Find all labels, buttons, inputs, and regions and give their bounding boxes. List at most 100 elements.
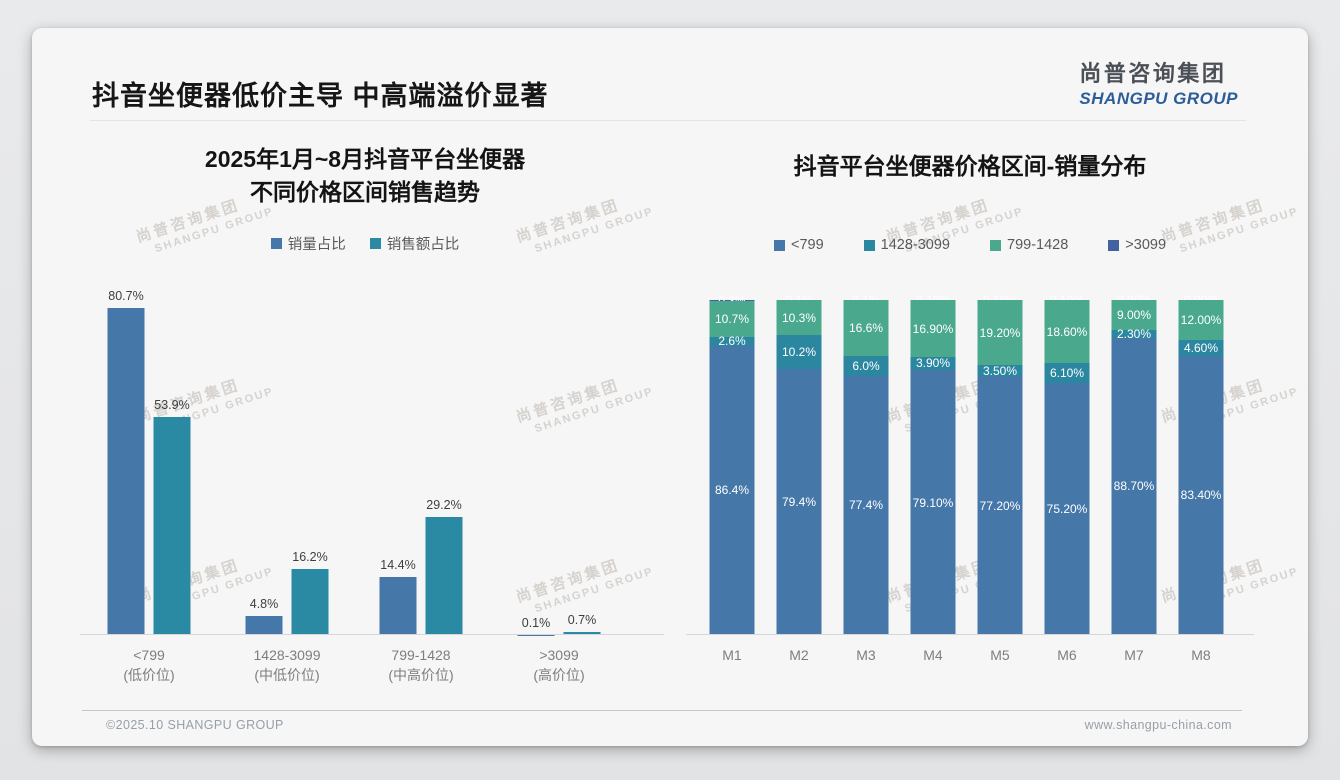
category-price-range: >3099	[539, 647, 579, 663]
report-slide: 尚普咨询集团 SHANGPU GROUP 尚普咨询集团 SHANGPU GROUP 尚普…	[32, 28, 1308, 746]
bar-group: 4.8% 16.2%	[245, 550, 329, 635]
left-chart-category-axis: <799 (低价位) 1428-3099 (中低价位) 799-1428 (中高价位) >3…	[94, 645, 650, 691]
segment-<799: 75.20%	[1044, 383, 1090, 635]
stacked-bar: 0.3%10.7%2.6%86.4%	[709, 294, 755, 635]
right-chart-category-axis: M1 M2 M3 M4 M5 M6 M7 M8	[700, 645, 1240, 675]
right-legend-item: 799-1428	[990, 237, 1068, 253]
month-label: M4	[923, 647, 943, 663]
right-legend-item: 1428-3099	[863, 237, 950, 253]
segment-<799: 79.10%	[910, 370, 956, 635]
segment-1428-3099: 6.10%	[1044, 362, 1090, 384]
segment-<799: 86.4%	[709, 345, 755, 635]
month-label: M1	[722, 647, 742, 663]
segment-value-label: 9.00%	[1116, 308, 1152, 323]
month-label: M8	[1191, 647, 1211, 663]
segment-value-label: 88.70%	[1113, 479, 1155, 494]
legend-swatch-icon	[990, 239, 1001, 251]
legend-swatch-icon	[863, 239, 875, 251]
bar-销量占比: 0.1%	[517, 616, 555, 635]
bar-销量占比: 14.4%	[379, 558, 417, 635]
month-label: M2	[789, 647, 809, 663]
segment-value-label: 18.60%	[1046, 324, 1088, 339]
bar-value-label: 53.9%	[154, 397, 190, 412]
logo-english-name: SHANGPU GROUP	[1079, 89, 1238, 108]
legend-swatch-icon	[1108, 239, 1120, 251]
segment-value-label: 75.20%	[1046, 502, 1088, 517]
category-tier-name: (高价位)	[533, 667, 585, 683]
legend-swatch-icon	[270, 238, 282, 249]
stacked-bar: 0.00%9.00%2.30%88.70%	[1111, 293, 1157, 635]
segment-value-label: 4.60%	[1183, 340, 1219, 355]
segment-value-label: 10.7%	[714, 311, 750, 326]
bar-value-label: 0.7%	[567, 613, 597, 628]
stacked-bar: 0.00%12.00%4.60%83.40%	[1178, 293, 1224, 635]
right-legend-item: >3099	[1108, 237, 1166, 253]
left-legend-label: 销售额占比	[386, 237, 460, 253]
left-chart-title-line2: 不同价格区间销售趋势	[250, 179, 480, 205]
bar-value-label: 0.1%	[521, 615, 551, 630]
segment-799-1428: 16.6%	[843, 300, 889, 356]
segment-<799: 77.20%	[977, 376, 1023, 635]
segment-799-1428: 9.00%	[1111, 300, 1157, 331]
bar-value-label: 16.2%	[292, 550, 328, 565]
bar-销售额占比: 29.2%	[425, 498, 463, 635]
left-legend-item: 销量占比	[270, 233, 346, 254]
segment-1428-3099: 3.90%	[910, 356, 956, 371]
segment-value-label: 77.4%	[848, 498, 884, 513]
category-tier-name: (低价位)	[123, 667, 175, 683]
month-label: M7	[1124, 647, 1144, 663]
stacked-bar: 0.1%16.6%6.0%77.4%	[843, 293, 889, 635]
right-chart-legend: <799 1428-3099 799-1428 >3099	[700, 237, 1240, 253]
segment-1428-3099: 2.6%	[709, 334, 755, 348]
bar-value-label: 80.7%	[108, 289, 144, 304]
segment-value-label: 83.40%	[1180, 488, 1222, 503]
left-chart-title: 2025年1月~8月抖音平台坐便器 不同价格区间销售趋势	[80, 143, 650, 209]
segment-<799: 83.40%	[1178, 355, 1224, 635]
bar-group: 80.7% 53.9%	[107, 289, 191, 635]
category-price-range: <799	[133, 647, 165, 663]
segment-<799: 88.70%	[1111, 337, 1157, 635]
segment-value-label: 16.90%	[912, 321, 954, 336]
segment-value-label: 79.10%	[912, 495, 954, 510]
category-label: >3099 (高价位)	[533, 645, 584, 685]
segment-1428-3099: 2.30%	[1111, 327, 1157, 341]
segment-value-label: 10.3%	[781, 310, 817, 325]
segment-value-label: 16.6%	[848, 320, 884, 335]
right-legend-label: >3099	[1125, 237, 1167, 253]
category-label: 799-1428 (中高价位)	[388, 645, 453, 685]
segment-value-label: 6.10%	[1049, 365, 1085, 380]
segment-<799: 77.4%	[843, 375, 889, 635]
segment-1428-3099: 3.50%	[977, 364, 1023, 378]
stacked-bar: 0.10%18.60%6.10%75.20%	[1044, 293, 1090, 635]
logo-chinese-name: 尚普咨询集团	[1079, 61, 1227, 86]
legend-swatch-icon	[369, 238, 381, 249]
segment-value-label: 6.0%	[852, 358, 880, 373]
category-price-range: 799-1428	[391, 647, 451, 663]
left-chart-title-line1: 2025年1月~8月抖音平台坐便器	[204, 146, 526, 172]
segment-1428-3099: 6.0%	[843, 355, 889, 376]
bar-销量占比: 80.7%	[107, 289, 145, 635]
segment-value-label: 79.4%	[781, 495, 817, 509]
month-label: M5	[990, 647, 1010, 663]
company-logo: 尚普咨询集团 SHANGPU GROUP	[1079, 56, 1238, 109]
segment-value-label: 19.20%	[979, 325, 1021, 340]
right-legend-item: <799	[773, 237, 824, 253]
stacked-bar: 0.1%10.3%10.2%79.4%	[776, 293, 822, 635]
right-legend-label: 799-1428	[1007, 237, 1069, 253]
right-chart-plot: 0.3%10.7%2.6%86.4%0.1%10.3%10.2%79.4%0.1…	[686, 293, 1254, 635]
header-divider	[90, 120, 1246, 121]
category-label: <799 (低价位)	[123, 645, 174, 685]
right-legend-label: 1428-3099	[880, 237, 950, 253]
category-tier-name: (中高价位)	[388, 667, 454, 683]
stacked-bar: 0.10%19.20%3.50%77.20%	[977, 293, 1023, 635]
month-label: M6	[1057, 647, 1077, 663]
segment-799-1428: 16.90%	[910, 300, 956, 357]
category-price-range: 1428-3099	[253, 647, 321, 663]
segment-value-label: 86.4%	[714, 483, 750, 498]
footer-divider	[82, 710, 1242, 711]
legend-swatch-icon	[773, 239, 785, 251]
month-label: M3	[856, 647, 876, 663]
right-chart-title: 抖音平台坐便器价格区间-销量分布	[793, 153, 1147, 179]
segment-799-1428: 18.60%	[1044, 300, 1090, 363]
segment-value-label: 3.90%	[915, 356, 951, 371]
